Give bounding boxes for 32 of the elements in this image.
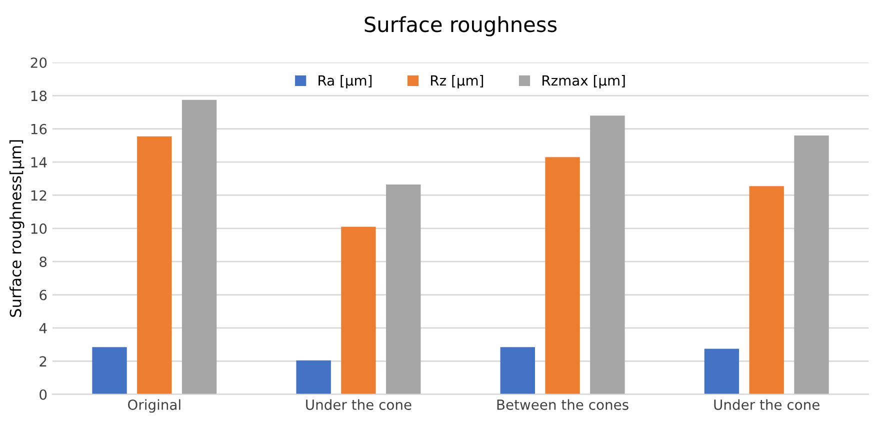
- y-tick-label: 14: [31, 157, 47, 168]
- chart-title: Surface roughness: [364, 16, 557, 36]
- x-tick-label: Under the cone: [306, 399, 412, 410]
- legend-label: Rzmax [µm]: [542, 74, 625, 88]
- x-tick-label: Between the cones: [497, 399, 628, 410]
- y-tick-label: 4: [39, 323, 47, 334]
- bar: [386, 184, 421, 394]
- x-tick-label: Original: [128, 399, 180, 413]
- bar: [137, 136, 172, 394]
- bar: [92, 347, 127, 394]
- y-tick-label: 0: [40, 389, 47, 400]
- bar: [794, 136, 829, 394]
- y-tick-label: 6: [40, 290, 47, 300]
- legend-label: Rz [µm]: [431, 74, 484, 88]
- bar: [341, 226, 376, 394]
- y-tick-label: 8: [40, 256, 47, 268]
- y-tick-label: 20: [30, 57, 47, 68]
- bar: [590, 116, 625, 394]
- y-tick-label: 10: [31, 223, 47, 234]
- x-tick-label: Under the cone: [714, 399, 820, 410]
- bar: [500, 347, 535, 394]
- y-axis-title: Surface roughness[µm]: [10, 140, 24, 317]
- bar: [749, 186, 784, 394]
- y-tick-label: 12: [31, 190, 46, 201]
- bar: [545, 157, 580, 394]
- y-tick-label: 18: [31, 90, 47, 102]
- bar: [704, 348, 740, 394]
- y-tick-label: 16: [31, 124, 47, 134]
- y-tick-label: 2: [40, 356, 46, 366]
- legend-label: Ra [µm]: [318, 74, 372, 88]
- bar: [182, 100, 217, 394]
- bar: [296, 360, 331, 394]
